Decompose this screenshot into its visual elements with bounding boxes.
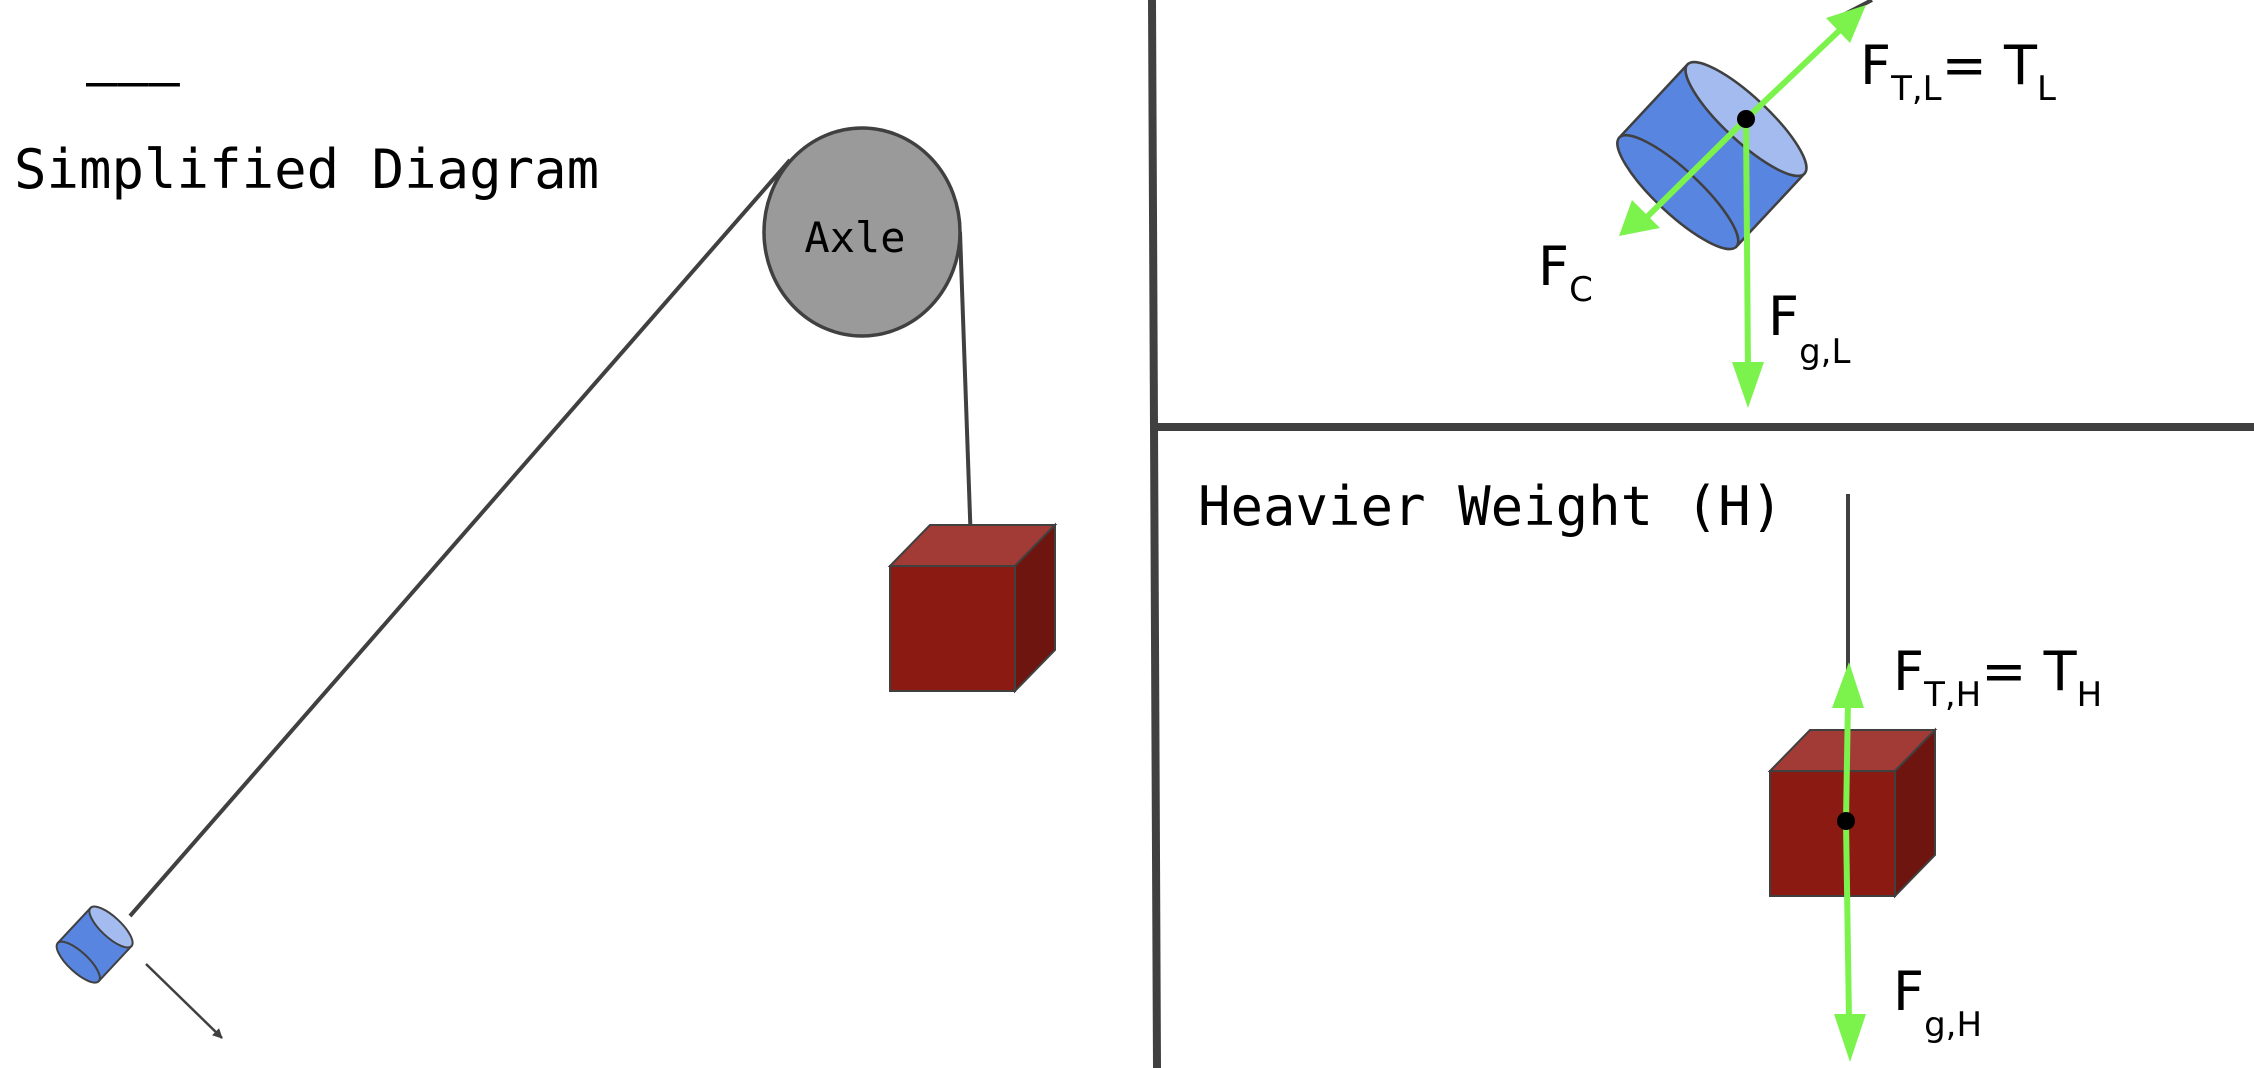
rope-right <box>960 232 971 545</box>
simplified-diagram-title: Simplified Diagram <box>14 138 599 201</box>
heavy-block <box>1770 730 1935 896</box>
centripetal-label: FC <box>1538 235 1593 310</box>
tension-arrow-heavy <box>1846 700 1848 821</box>
gravity-arrowhead-light <box>1732 362 1764 408</box>
tension-arrow-light <box>1746 30 1840 119</box>
gravity-label-light: Fg,L <box>1768 285 1850 372</box>
tension-label-light: FT,L= TL <box>1860 34 2056 109</box>
top-right-panel: FT,L= TL FC Fg,L <box>1538 0 2056 408</box>
center-of-mass-heavy <box>1837 812 1855 830</box>
rope-left <box>130 160 790 916</box>
centripetal-arrowhead <box>1619 200 1660 236</box>
dashes-text: ——— <box>86 52 181 112</box>
gravity-arrowhead-heavy <box>1834 1014 1866 1062</box>
gravity-label-heavy: Fg,H <box>1893 960 1982 1045</box>
gravity-arrow-light <box>1746 119 1748 370</box>
center-of-mass-light <box>1737 110 1755 128</box>
heavier-weight-title: Heavier Weight (H) <box>1198 475 1783 538</box>
left-panel: ——— Simplified Diagram Axle <box>14 52 1055 1038</box>
vertical-divider <box>1152 0 1157 1068</box>
tension-label-heavy: FT,H= TH <box>1893 640 2102 715</box>
axle-label: Axle <box>804 213 905 262</box>
light-cylinder-left <box>51 901 138 989</box>
bottom-right-panel: Heavier Weight (H) FT,H= TH Fg,H <box>1198 475 2102 1062</box>
gravity-arrow-heavy <box>1846 821 1849 1020</box>
velocity-arrow <box>146 964 222 1038</box>
tension-arrowhead-heavy <box>1832 662 1864 708</box>
heavy-block-left <box>890 525 1055 691</box>
